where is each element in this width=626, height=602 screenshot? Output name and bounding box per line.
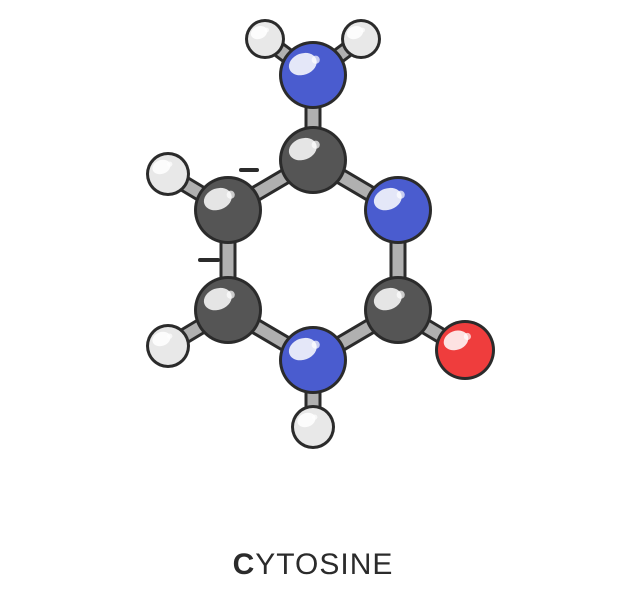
molecule-name-rest: YTOSINE xyxy=(255,548,393,581)
atom-C2 xyxy=(364,276,432,344)
atom-H5 xyxy=(146,152,190,196)
atom-O8 xyxy=(435,320,495,380)
atoms-group xyxy=(146,19,495,449)
atom-N3 xyxy=(364,176,432,244)
molecule-name-first-letter: C xyxy=(233,548,256,581)
atom-C5 xyxy=(194,176,262,244)
molecule-diagram xyxy=(0,0,626,602)
atom-C6 xyxy=(194,276,262,344)
atom-C4 xyxy=(279,126,347,194)
atom-H7b xyxy=(341,19,381,59)
atom-N7 xyxy=(279,41,347,109)
molecule-name-label: CYTOSINE xyxy=(0,548,626,582)
atom-N1 xyxy=(279,326,347,394)
atom-H7a xyxy=(245,19,285,59)
atom-H1 xyxy=(291,405,335,449)
atom-H6 xyxy=(146,324,190,368)
